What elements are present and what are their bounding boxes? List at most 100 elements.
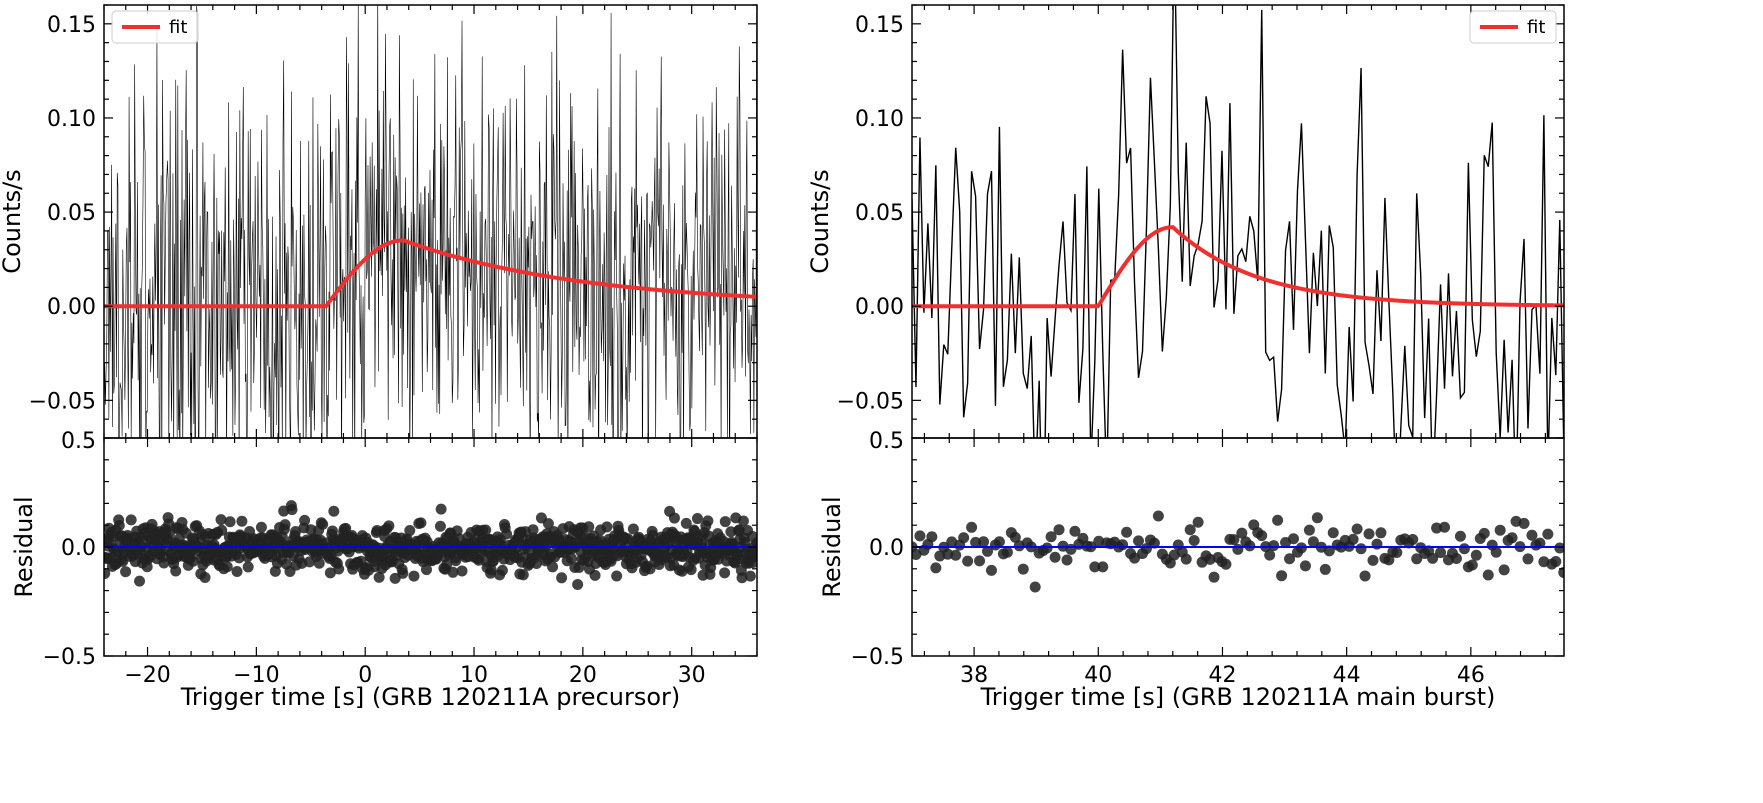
residual-point: [1208, 571, 1220, 583]
residual-point: [1307, 536, 1319, 548]
residual-point: [278, 505, 290, 517]
residual-point: [215, 514, 227, 526]
residual-point: [1355, 543, 1367, 555]
residual-point: [1133, 535, 1145, 547]
residual-point: [1367, 554, 1379, 566]
residual-point: [1192, 516, 1204, 528]
residual-point: [435, 503, 447, 515]
residual-y-tick-label: 0.5: [869, 429, 904, 454]
residual-point: [1391, 547, 1403, 559]
residual-point: [744, 570, 756, 582]
residual-point: [279, 519, 291, 531]
residual-point: [1228, 534, 1240, 546]
residual-point: [299, 514, 311, 526]
residual-points: [104, 500, 757, 590]
residual-y-tick-label: −0.5: [851, 645, 904, 670]
residual-point: [1363, 528, 1375, 540]
residual-point: [1478, 527, 1490, 539]
residual-point: [1129, 552, 1141, 564]
residual-point: [647, 529, 659, 541]
residual-point: [170, 565, 182, 577]
residual-point: [255, 521, 267, 533]
residual-axis-title: Residual: [818, 496, 846, 597]
residual-point: [340, 522, 352, 534]
residual-y-tick-label: 0.5: [61, 429, 96, 454]
residual-point: [456, 565, 468, 577]
residual-point: [542, 518, 554, 530]
residual-point: [751, 537, 757, 549]
residual-point: [601, 521, 613, 533]
residual-point: [397, 567, 409, 579]
residual-point: [691, 513, 703, 525]
residual-point: [1482, 569, 1494, 581]
y-tick-label: −0.05: [29, 389, 96, 414]
residual-point: [373, 571, 385, 583]
residual-point: [1534, 537, 1546, 549]
residual-point: [1045, 531, 1057, 543]
top-axes-frame: [911, 4, 1565, 439]
residual-point: [134, 575, 146, 587]
residual-point: [1470, 549, 1482, 561]
y-tick-label: 0.05: [855, 201, 904, 226]
x-tick-label: 38: [960, 663, 988, 688]
residual-point: [1053, 524, 1065, 536]
residual-point: [286, 504, 298, 516]
residual-point: [113, 519, 125, 531]
residual-point: [1236, 527, 1248, 539]
residual-point: [450, 555, 462, 567]
residual-point: [233, 552, 245, 564]
residual-point: [326, 525, 338, 537]
residual-point: [565, 552, 577, 564]
residual-point: [1299, 560, 1311, 572]
residual-point: [622, 533, 634, 545]
residual-point: [1526, 529, 1538, 541]
x-tick-label: 44: [1333, 663, 1361, 688]
residual-point: [1347, 533, 1359, 545]
residual-point: [1303, 524, 1315, 536]
residual-y-tick-label: 0.0: [61, 536, 96, 561]
residual-point: [1069, 525, 1081, 537]
residual-point: [317, 518, 329, 530]
residual-point: [930, 562, 942, 574]
residual-point: [1089, 561, 1101, 573]
residual-point: [556, 572, 568, 584]
residual-point: [120, 566, 132, 578]
residual-point: [719, 516, 731, 528]
residual-point: [974, 555, 986, 567]
legend: fit: [1469, 10, 1557, 44]
residual-point: [611, 570, 623, 582]
y-axis-title: Counts/s: [0, 169, 26, 273]
chart-panel-2: 38 40 42 44 46 −0.05 0.00 0.05 0.10 0.15 −0.5 0.0 0.…: [806, 4, 1565, 711]
residual-point: [1180, 553, 1192, 565]
residual-point: [216, 524, 228, 536]
residual-axis-title: Residual: [10, 496, 38, 597]
residual-point: [1097, 561, 1109, 573]
residual-point: [685, 564, 697, 576]
residual-point: [1244, 540, 1256, 552]
residual-point: [324, 567, 336, 579]
residual-point: [1351, 523, 1363, 535]
y-tick-label: 0.10: [855, 107, 904, 132]
residual-point: [1427, 552, 1439, 564]
residual-point: [982, 545, 994, 557]
residual-point: [950, 549, 962, 561]
residual-point: [1152, 510, 1164, 522]
residual-point: [1017, 563, 1029, 575]
residual-point: [1284, 553, 1296, 565]
residual-y-tick-label: −0.5: [43, 645, 96, 670]
residual-point: [333, 563, 345, 575]
residual-point: [441, 559, 453, 571]
residual-point: [1542, 528, 1554, 540]
residual-point: [1319, 563, 1331, 575]
residual-point: [1454, 530, 1466, 542]
residual-point: [158, 557, 170, 569]
residual-point: [328, 505, 340, 517]
residual-point: [572, 578, 584, 590]
residual-point: [736, 572, 748, 584]
residual-point: [1458, 543, 1470, 555]
residual-point: [993, 536, 1005, 548]
residual-point: [125, 514, 137, 526]
residual-point: [719, 567, 731, 579]
residual-point: [1184, 524, 1196, 536]
